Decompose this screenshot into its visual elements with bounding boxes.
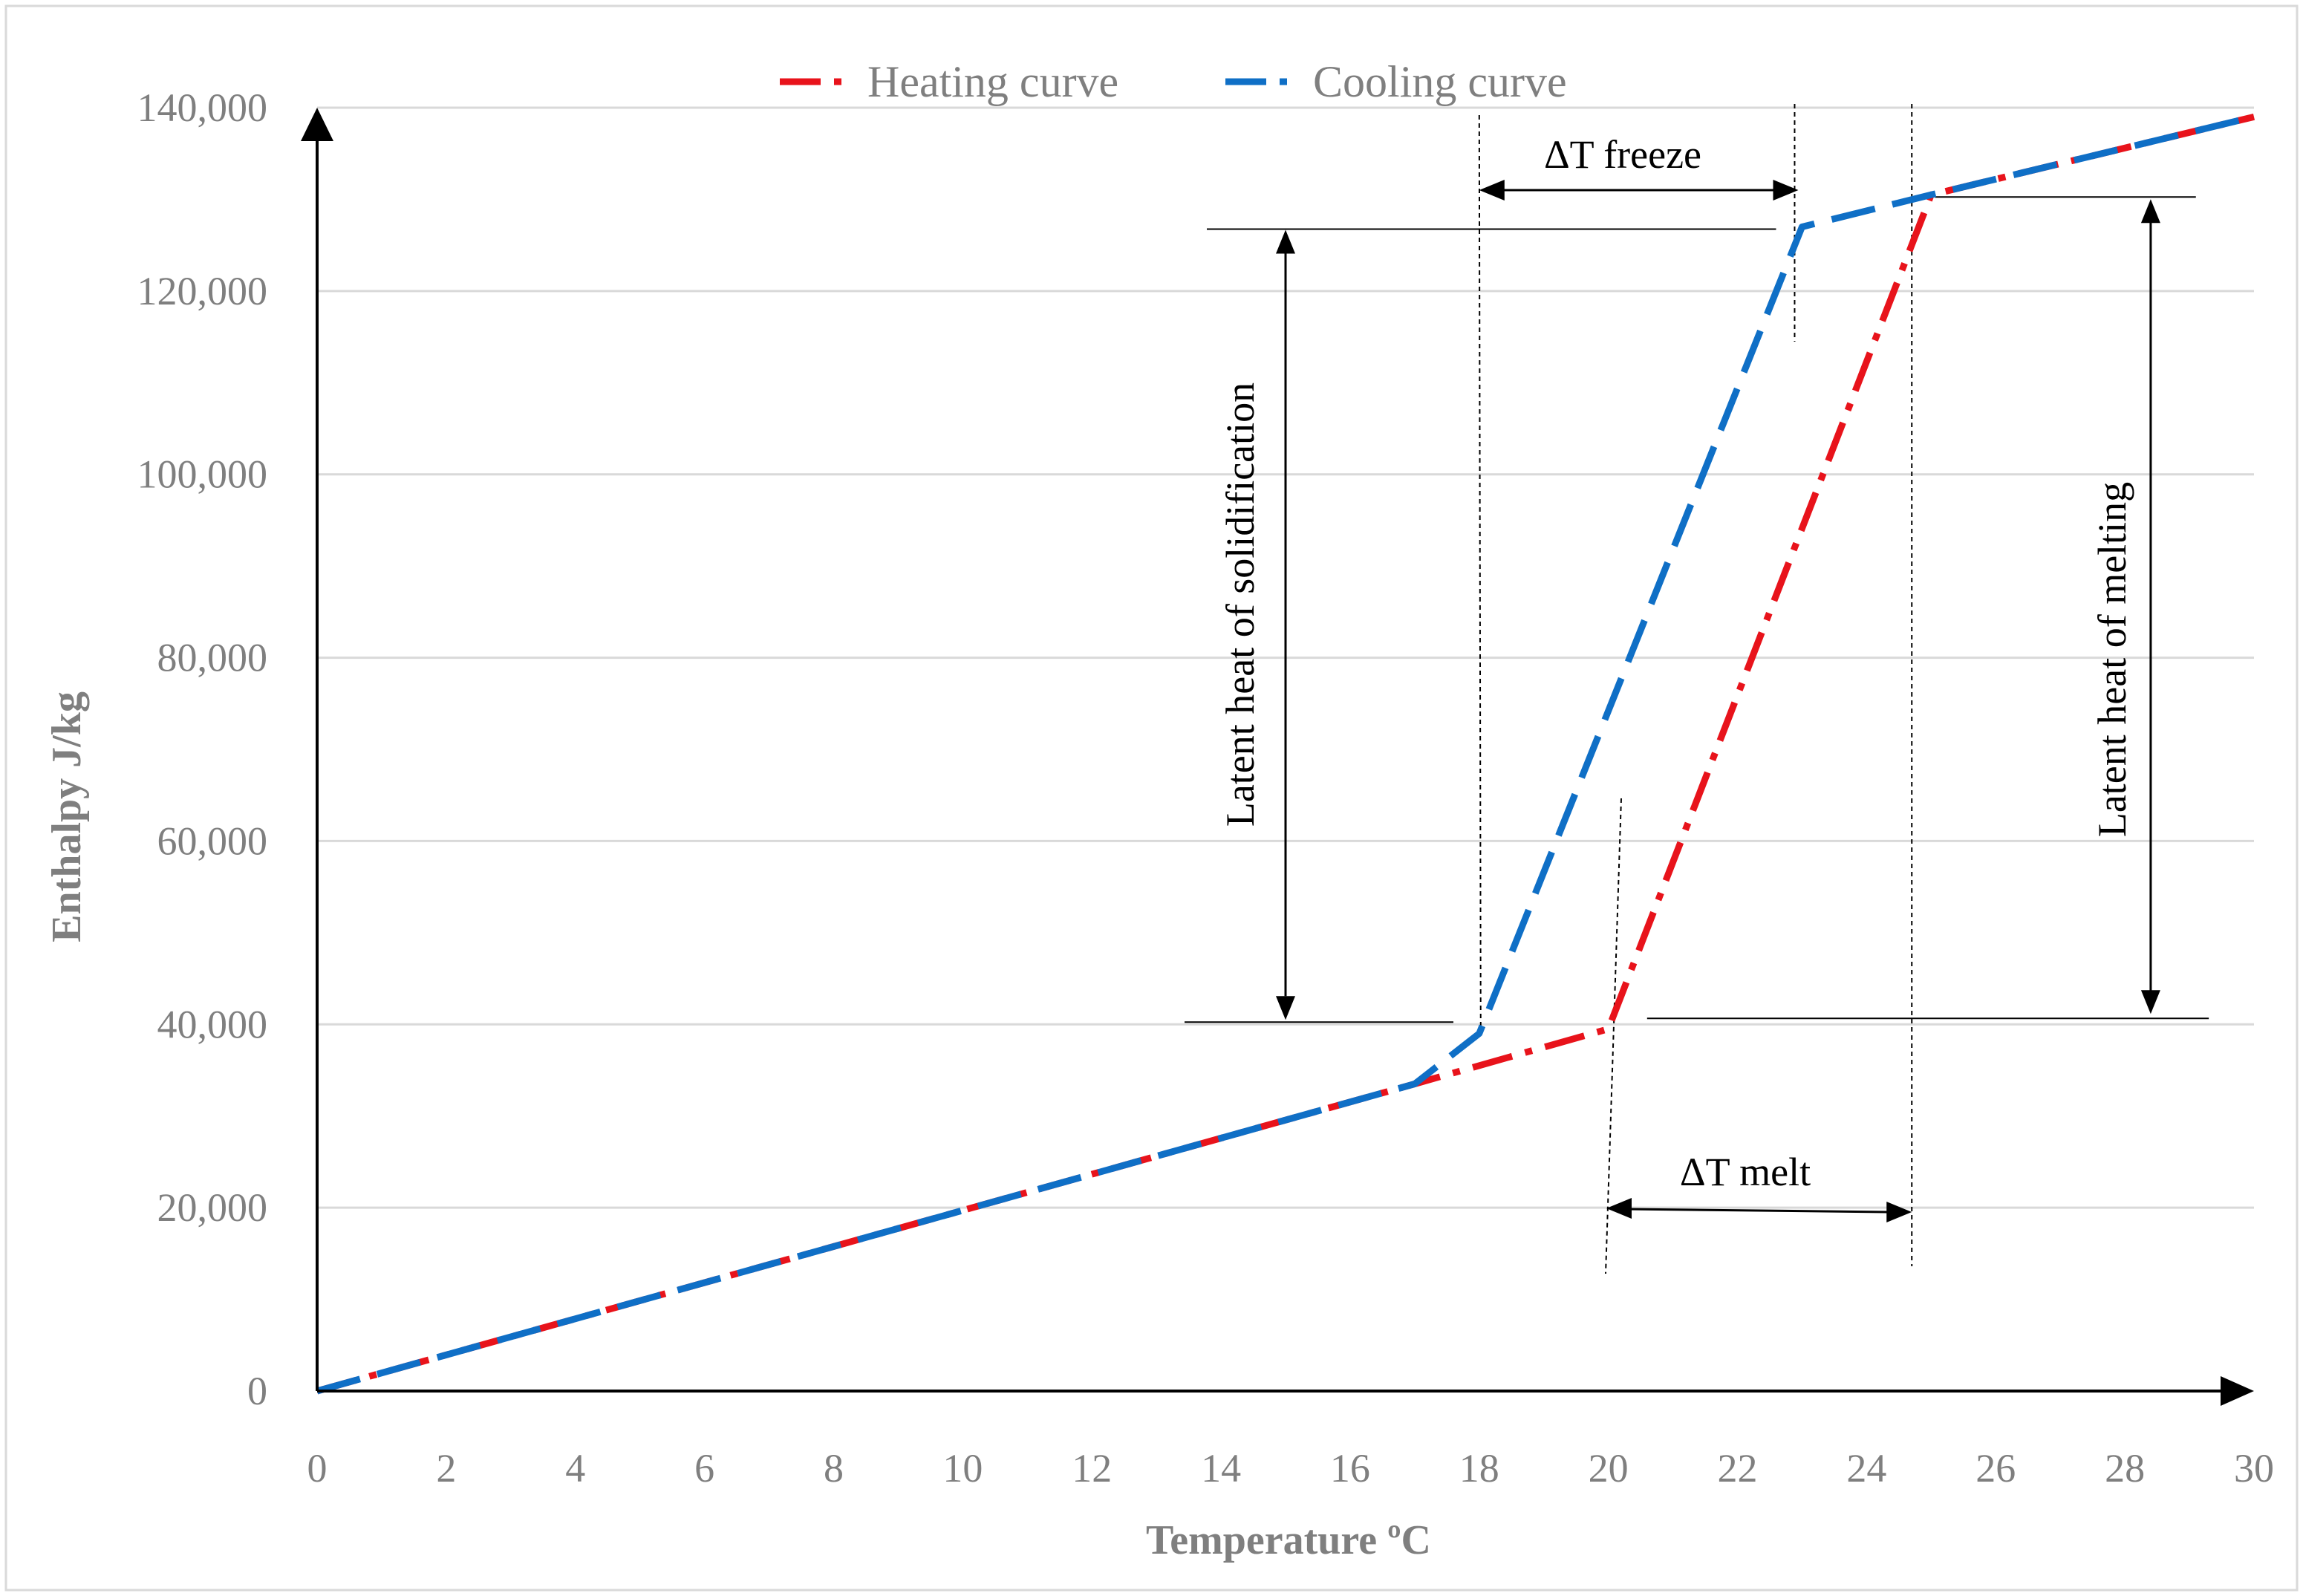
- x-tick-label: 16: [1330, 1446, 1370, 1491]
- annotation-layer: [1185, 104, 2209, 1274]
- x-tick-label: 4: [565, 1446, 585, 1491]
- cooling-curve-line: [316, 113, 2255, 1395]
- x-tick-label: 26: [1975, 1446, 2016, 1491]
- freeze-guide-left: [1478, 114, 1482, 1038]
- y-tick-label: 140,000: [137, 85, 268, 130]
- freeze-arrowhead-left: [1479, 180, 1505, 201]
- axis-layer: [301, 108, 2254, 1406]
- x-tick-label: 8: [824, 1446, 844, 1491]
- y-tick-label: 0: [247, 1369, 267, 1413]
- x-tick-label: 28: [2105, 1446, 2145, 1491]
- melt-arrowhead-right: [1886, 1202, 1912, 1222]
- x-tick-label: 0: [307, 1446, 328, 1491]
- legend-label-cooling: Cooling curve: [1313, 57, 1567, 106]
- tick-layer: 0 20,000 40,000 60,000 80,000 100,000 120,000 1…: [137, 85, 2275, 1491]
- melt-guide-left: [1605, 798, 1622, 1274]
- y-tick-label: 60,000: [157, 818, 268, 863]
- x-tick-label: 20: [1589, 1446, 1629, 1491]
- melting-arrowhead-top: [2140, 199, 2160, 224]
- x-tick-label: 12: [1072, 1446, 1112, 1491]
- y-axis-arrowhead: [301, 108, 333, 141]
- series-layer: [316, 113, 2255, 1395]
- solidification-arrowhead-top: [1276, 229, 1295, 254]
- y-axis-title: Enthalpy J/kg: [44, 691, 90, 942]
- y-tick-label: 80,000: [157, 636, 268, 680]
- x-tick-label: 14: [1201, 1446, 1241, 1491]
- legend-label-heating: Heating curve: [867, 57, 1118, 106]
- x-axis-title: Temperature ºC: [1146, 1517, 1431, 1563]
- x-tick-label: 6: [694, 1446, 714, 1491]
- freeze-arrowhead-right: [1773, 180, 1799, 201]
- x-tick-label: 22: [1718, 1446, 1758, 1491]
- melting-arrowhead-bottom: [2140, 990, 2160, 1014]
- x-tick-label: 18: [1459, 1446, 1499, 1491]
- x-tick-label: 2: [436, 1446, 456, 1491]
- y-tick-label: 40,000: [157, 1002, 268, 1046]
- latent-melting-label: Latent heat of melting: [2090, 482, 2134, 837]
- melt-arrowhead-left: [1606, 1198, 1632, 1219]
- y-tick-label: 120,000: [137, 269, 268, 313]
- chart-border: [4, 4, 2299, 1592]
- solidification-arrowhead-bottom: [1276, 996, 1295, 1020]
- y-tick-label: 20,000: [157, 1185, 268, 1230]
- delta-t-freeze-label: ΔT freeze: [1544, 132, 1701, 177]
- legend: Heating curve Cooling curve: [780, 57, 1567, 106]
- x-tick-label: 24: [1846, 1446, 1886, 1491]
- x-tick-label: 30: [2234, 1446, 2274, 1491]
- melt-arrow-shaft: [1626, 1208, 1890, 1214]
- y-tick-label: 100,000: [137, 452, 268, 497]
- x-tick-label: 10: [942, 1446, 983, 1491]
- delta-t-melt-label: ΔT melt: [1680, 1150, 1811, 1194]
- latent-solidification-label: Latent heat of solidification: [1218, 382, 1263, 827]
- x-axis-arrowhead: [2221, 1376, 2254, 1406]
